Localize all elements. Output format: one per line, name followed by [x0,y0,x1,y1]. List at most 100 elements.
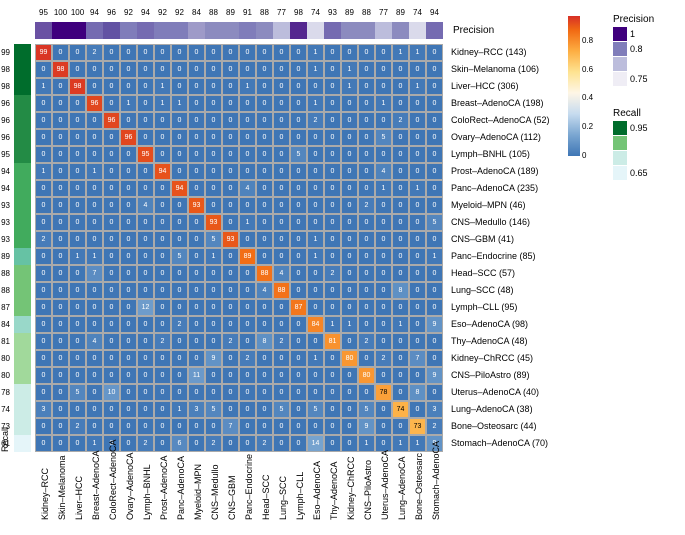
legend-swatch [613,57,627,71]
heatmap-cell: 0 [358,78,375,95]
heatmap-cell: 0 [205,146,222,163]
heatmap-cell: 0 [154,367,171,384]
heatmap-cell: 0 [103,282,120,299]
heatmap-cell: 0 [120,180,137,197]
precision-value: 88 [358,8,375,17]
heatmap-cell: 2 [171,316,188,333]
row-label: Head–SCC (57) [451,265,550,282]
heatmap-cell: 0 [409,333,426,350]
heatmap-cell: 0 [69,316,86,333]
heatmap-cell: 0 [137,231,154,248]
heatmap-cell: 0 [273,61,290,78]
heatmap-cell: 0 [69,367,86,384]
heatmap-cell: 0 [341,180,358,197]
heatmap-cell: 0 [222,350,239,367]
heatmap-cell: 0 [52,146,69,163]
heatmap-cell: 0 [120,214,137,231]
heatmap-cell: 98 [52,61,69,78]
heatmap-cell: 0 [426,78,443,95]
col-label: Thy–AdenoCA [329,503,339,520]
precision-value: 98 [290,8,307,17]
recall-value: 98 [0,78,10,95]
precision-cell [426,22,443,39]
heatmap-cell: 0 [103,265,120,282]
heatmap-cell: 0 [358,299,375,316]
row-label: Skin–Melanoma (106) [451,61,550,78]
col-label: CNS–Medullo [210,503,220,520]
heatmap-cell: 0 [273,214,290,231]
recall-value: 80 [0,367,10,384]
precision-cell [137,22,154,39]
heatmap-cell: 0 [171,197,188,214]
heatmap-cell: 0 [137,129,154,146]
heatmap-cell: 0 [103,316,120,333]
recall-value: 96 [0,129,10,146]
heatmap-cell: 0 [341,214,358,231]
heatmap-cell: 0 [35,112,52,129]
heatmap-cell: 0 [103,248,120,265]
heatmap-cell: 0 [188,78,205,95]
heatmap-cell: 0 [358,180,375,197]
heatmap-cell: 0 [154,231,171,248]
heatmap-cell: 0 [154,316,171,333]
row-label: CNS–GBM (41) [451,231,550,248]
heatmap-cell: 0 [290,418,307,435]
heatmap-cell: 0 [426,265,443,282]
heatmap-cell: 4 [137,197,154,214]
heatmap-cell: 0 [35,265,52,282]
heatmap-cell: 1 [409,180,426,197]
heatmap-cell: 0 [426,180,443,197]
heatmap-cell: 0 [86,316,103,333]
heatmap-cell: 1 [375,180,392,197]
heatmap-cell: 3 [35,401,52,418]
heatmap-cell: 0 [307,180,324,197]
heatmap-cell: 0 [426,61,443,78]
heatmap-cell: 0 [154,299,171,316]
heatmap-cell: 0 [239,197,256,214]
heatmap-cell: 0 [103,95,120,112]
heatmap-cell: 8 [409,384,426,401]
heatmap-cell: 0 [290,384,307,401]
heatmap-cell: 0 [358,61,375,78]
heatmap-cell: 0 [273,418,290,435]
heatmap-cell: 0 [86,197,103,214]
recall-cell [14,435,31,452]
heatmap-cell: 0 [307,418,324,435]
heatmap-cell: 88 [273,282,290,299]
heatmap-cell: 0 [137,61,154,78]
heatmap-cell: 78 [375,384,392,401]
heatmap-cell: 1 [307,61,324,78]
col-label: Myeloid–MPN [193,503,203,520]
heatmap-cell: 9 [358,418,375,435]
col-label: CNS–GBM [227,503,237,520]
precision-value: 94 [137,8,154,17]
heatmap-cell: 0 [120,333,137,350]
recall-cell [14,163,31,180]
heatmap-cell: 0 [137,401,154,418]
heatmap-cell: 0 [239,44,256,61]
heatmap-cell: 0 [205,367,222,384]
heatmap-cell: 0 [426,163,443,180]
heatmap-cell: 0 [205,265,222,282]
precision-cell [86,22,103,39]
precision-cell [324,22,341,39]
heatmap-cell: 0 [273,163,290,180]
heatmap-cell: 0 [375,146,392,163]
heatmap-cell: 0 [188,129,205,146]
heatmap-cell: 0 [256,146,273,163]
recall-value: 74 [0,401,10,418]
heatmap-cell: 0 [290,61,307,78]
heatmap-cell: 0 [341,95,358,112]
heatmap-cell: 0 [188,248,205,265]
heatmap-cell: 7 [86,265,103,282]
heatmap-cell: 0 [52,384,69,401]
heatmap-cell: 0 [188,316,205,333]
recall-cell [14,384,31,401]
heatmap-cell: 0 [239,231,256,248]
heatmap-cell: 84 [307,316,324,333]
heatmap-cell: 0 [256,197,273,214]
heatmap-cell: 87 [290,299,307,316]
heatmap-cell: 0 [188,350,205,367]
heatmap-cell: 1 [375,95,392,112]
heatmap-cell: 0 [188,180,205,197]
